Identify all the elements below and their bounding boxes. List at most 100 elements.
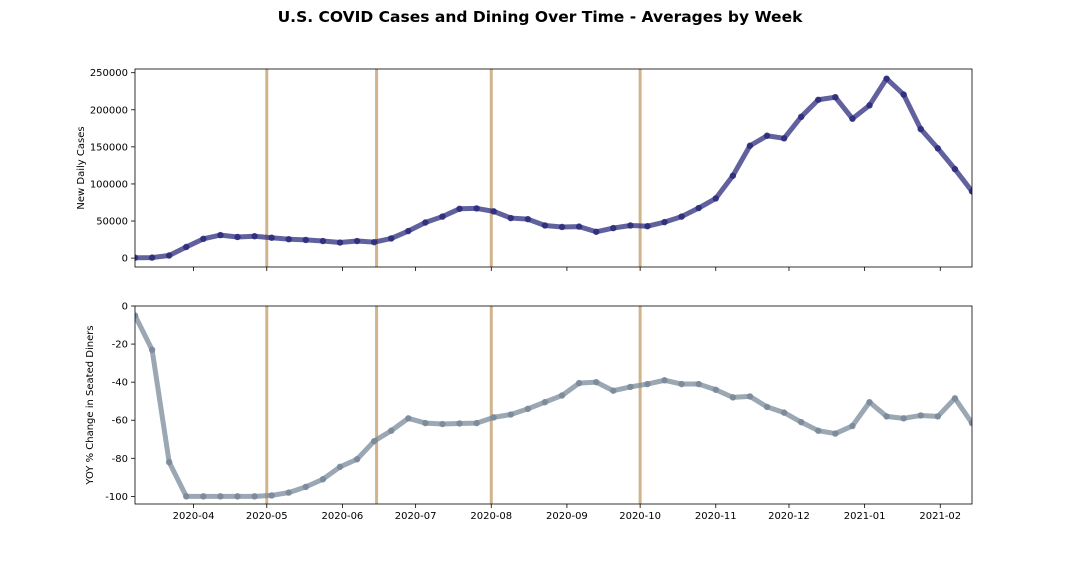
data-point — [388, 427, 395, 434]
axes-frame — [134, 305, 973, 505]
data-point — [695, 380, 702, 388]
data-point — [183, 243, 190, 251]
data-point — [234, 493, 241, 500]
x-tick-label: 2020-10 — [619, 511, 661, 522]
data-point — [217, 231, 224, 239]
plot-area — [135, 306, 972, 504]
data-point — [319, 237, 327, 245]
x-tick-label: 2020-05 — [246, 511, 288, 522]
data-point — [610, 224, 617, 232]
data-point — [900, 91, 907, 98]
data-point — [473, 205, 480, 212]
data-point — [883, 413, 890, 420]
subplot-2: 0 -20 -40 -60 -80 -100 2020-04 2020-05 2020-06 20… — [85, 302, 973, 522]
y-tick-label: -100 — [105, 492, 128, 503]
data-point — [746, 393, 754, 400]
data-point — [644, 380, 651, 388]
data-point — [644, 223, 651, 230]
data-point — [627, 383, 634, 391]
data-point — [627, 222, 634, 229]
y-tick-label: 250000 — [90, 68, 128, 79]
axes-frame — [134, 68, 973, 268]
data-point — [849, 422, 856, 430]
data-point — [285, 489, 292, 496]
data-point — [575, 379, 583, 387]
data-point — [593, 378, 600, 386]
data-point — [439, 213, 446, 220]
y-tick-label: 0 — [122, 254, 128, 265]
x-tick-label: 2020-04 — [173, 511, 215, 522]
data-point — [165, 252, 173, 259]
data-point — [285, 235, 292, 243]
data-point — [507, 411, 514, 418]
x-tick-label: 2021-01 — [844, 511, 886, 522]
data-point — [900, 415, 907, 422]
series-line — [135, 313, 972, 499]
data-point — [251, 233, 258, 240]
data-point — [866, 102, 873, 109]
data-point — [234, 233, 241, 241]
data-point — [319, 476, 327, 483]
data-point — [456, 420, 463, 427]
data-point — [135, 254, 139, 261]
data-point — [148, 254, 156, 261]
y-tick-label: 100000 — [90, 179, 128, 190]
data-point — [353, 237, 361, 245]
data-point — [883, 75, 890, 82]
plot-area — [135, 69, 972, 267]
data-point — [422, 419, 429, 427]
y-tick-label: -40 — [112, 378, 128, 389]
y-tick-label: 150000 — [90, 142, 128, 153]
y-tick-label: -80 — [112, 454, 128, 465]
data-point — [148, 346, 156, 353]
data-point — [763, 403, 771, 411]
data-point — [200, 235, 207, 243]
data-point — [541, 222, 549, 229]
data-point — [524, 215, 532, 223]
data-point — [797, 113, 805, 121]
x-tick-label: 2020-12 — [768, 511, 810, 522]
data-point — [678, 213, 685, 220]
data-point — [661, 377, 668, 384]
data-point — [695, 204, 702, 212]
data-point — [217, 493, 224, 500]
y-axis-label: YOY % Change in Seated Diners — [85, 325, 96, 485]
data-point — [729, 394, 737, 401]
data-point — [268, 234, 275, 241]
y-axis-label: New Daily Cases — [76, 126, 87, 209]
y-tick-label: -60 — [112, 416, 128, 427]
data-point — [780, 409, 788, 416]
data-point — [490, 208, 497, 215]
data-point — [507, 214, 514, 222]
x-tick-label: 2020-09 — [546, 511, 588, 522]
data-point — [763, 132, 771, 139]
data-point — [712, 386, 719, 393]
data-point — [456, 205, 463, 212]
data-point — [302, 483, 310, 491]
data-point — [575, 223, 583, 230]
data-point — [165, 458, 173, 466]
data-point — [610, 387, 617, 394]
data-point — [797, 418, 805, 426]
y-tick-label: 200000 — [90, 105, 128, 116]
data-point — [849, 115, 856, 122]
data-point — [370, 238, 378, 246]
x-tick-label: 2020-11 — [695, 511, 737, 522]
data-point — [661, 218, 668, 226]
data-point — [934, 145, 942, 152]
data-point — [832, 93, 839, 101]
data-point — [336, 463, 344, 471]
chart-title: U.S. COVID Cases and Dining Over Time - … — [277, 8, 803, 26]
data-point — [422, 219, 429, 226]
data-point — [302, 236, 310, 244]
x-tick-label: 2020-07 — [395, 511, 437, 522]
data-point — [524, 405, 532, 413]
data-point — [353, 456, 361, 463]
data-point — [439, 420, 446, 428]
data-point — [917, 125, 924, 133]
data-point — [678, 380, 685, 388]
data-point — [815, 427, 822, 434]
data-point — [336, 239, 344, 246]
